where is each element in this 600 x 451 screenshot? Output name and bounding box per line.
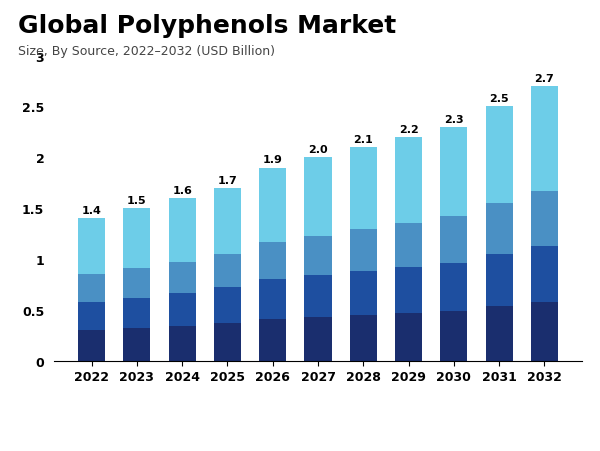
Bar <box>440 217 467 263</box>
Text: ✔: ✔ <box>453 396 469 414</box>
Bar <box>214 323 241 361</box>
Text: 7.0%: 7.0% <box>132 391 209 419</box>
Text: $2.7B: $2.7B <box>372 391 462 419</box>
Bar <box>214 288 241 323</box>
Bar <box>78 302 105 330</box>
Bar <box>214 254 241 288</box>
Text: 1.4: 1.4 <box>82 206 101 216</box>
Bar <box>485 107 513 203</box>
Bar <box>485 203 513 254</box>
Bar <box>304 158 332 236</box>
Bar <box>350 315 377 361</box>
Bar <box>531 87 558 191</box>
Bar <box>259 169 286 242</box>
Bar <box>485 254 513 306</box>
Text: 1.6: 1.6 <box>172 185 192 195</box>
Bar <box>259 242 286 280</box>
Text: 1.7: 1.7 <box>218 175 238 185</box>
Bar <box>395 224 422 267</box>
Bar <box>350 272 377 315</box>
Bar <box>440 127 467 217</box>
Bar <box>440 311 467 361</box>
Text: MarketResearch: MarketResearch <box>468 392 569 402</box>
Bar <box>304 317 332 361</box>
Bar <box>531 302 558 361</box>
Bar <box>214 189 241 254</box>
Bar <box>123 298 151 328</box>
Text: 2.7: 2.7 <box>535 74 554 84</box>
Bar <box>78 330 105 361</box>
Text: The Market will Grow
At the CAGR of: The Market will Grow At the CAGR of <box>12 394 145 417</box>
Bar <box>123 208 151 268</box>
Text: 2.0: 2.0 <box>308 145 328 155</box>
Bar <box>440 263 467 311</box>
Text: Size, By Source, 2022–2032 (USD Billion): Size, By Source, 2022–2032 (USD Billion) <box>18 45 275 58</box>
Bar <box>169 294 196 327</box>
Bar <box>395 138 422 224</box>
Bar <box>395 313 422 361</box>
Text: 2.3: 2.3 <box>444 115 464 124</box>
Bar <box>78 219 105 275</box>
Bar <box>304 236 332 276</box>
Bar <box>123 328 151 361</box>
Bar <box>259 319 286 361</box>
Bar <box>169 198 196 262</box>
Text: The forecasted market
size for 2032 in USD: The forecasted market size for 2032 in U… <box>216 394 358 417</box>
Text: 1.9: 1.9 <box>263 155 283 165</box>
Bar <box>531 246 558 302</box>
Text: 2.2: 2.2 <box>398 124 418 134</box>
Bar <box>395 267 422 313</box>
Text: 1.5: 1.5 <box>127 196 146 206</box>
Bar <box>169 262 196 294</box>
Text: 2.5: 2.5 <box>490 94 509 104</box>
Bar <box>78 275 105 302</box>
Bar <box>123 268 151 298</box>
Bar <box>485 306 513 361</box>
Text: 2.1: 2.1 <box>353 135 373 145</box>
Bar <box>531 191 558 246</box>
Bar <box>350 147 377 230</box>
Bar <box>169 327 196 361</box>
Bar <box>259 280 286 319</box>
Bar <box>304 276 332 317</box>
Text: Global Polyphenols Market: Global Polyphenols Market <box>18 14 396 37</box>
Bar <box>350 230 377 272</box>
Text: WIDE RANGE OF GLOBAL MARKET REPORTS: WIDE RANGE OF GLOBAL MARKET REPORTS <box>468 419 600 425</box>
